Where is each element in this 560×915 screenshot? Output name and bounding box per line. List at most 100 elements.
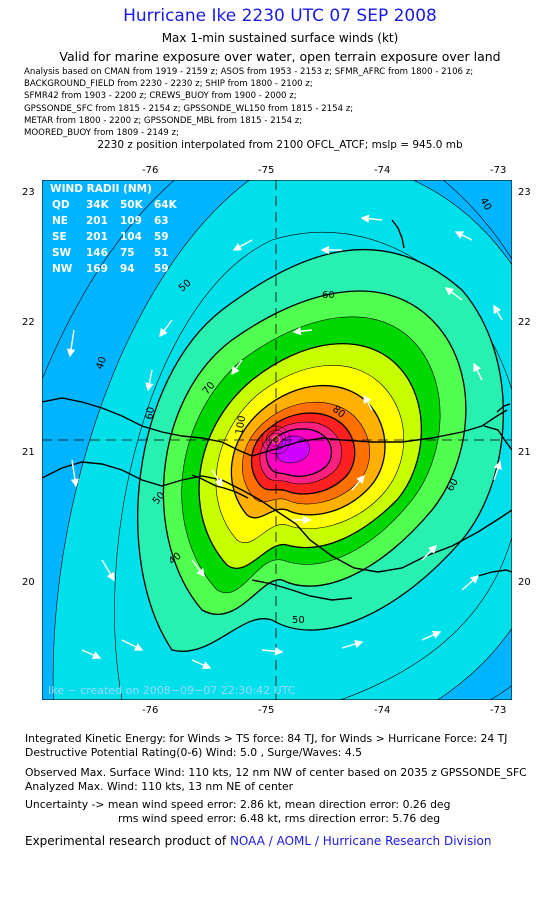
wind-arrow (292, 327, 313, 336)
wind-arrow (351, 474, 365, 491)
radii-cell: 169 (86, 263, 108, 275)
wind-arrow (211, 469, 223, 488)
lat-tick-right: 22 (518, 317, 531, 328)
island-small (496, 403, 511, 413)
wind-arrow (101, 559, 115, 582)
wind-arrow (461, 575, 480, 591)
credit-prefix: Experimental research product of (25, 834, 227, 848)
grid (42, 180, 512, 700)
wind-arrow (421, 631, 442, 641)
analysis-line: SFMR42 from 1903 - 2200 z; CREWS_BUOY fr… (24, 91, 297, 102)
analysis-line: BACKGROUND_FIELD from 2230 - 2230 z; SHI… (24, 79, 313, 90)
wind-radii-table: WIND RADII (NM) QD 34K 50K 64K NE 201 10… (50, 183, 178, 275)
wind-arrow (231, 359, 243, 376)
cuba-south-coast (42, 461, 512, 573)
wind-arrow (70, 459, 80, 488)
observed-max-line: Observed Max. Surface Wind: 110 kts, 12 … (25, 766, 527, 779)
uncertainty-line: Uncertainty -> mean wind speed error: 2.… (25, 798, 451, 811)
lon-tick-top: -76 (142, 165, 159, 176)
wind-arrow (473, 362, 483, 381)
jamaica-north (251, 579, 353, 601)
radii-cell: 146 (86, 247, 108, 259)
lat-tick-right: 20 (518, 577, 531, 588)
credit-line: Experimental research product of NOAA / … (25, 834, 492, 848)
dpr-line: Destructive Potential Rating(0-6) Wind: … (25, 746, 363, 759)
ike-line: Integrated Kinetic Energy: for Winds > T… (25, 732, 508, 745)
lat-tick-left: 23 (22, 187, 35, 198)
wind-arrow (261, 647, 284, 656)
wind-arrow (493, 304, 503, 321)
lon-tick-top: -73 (490, 165, 507, 176)
lat-tick-left: 22 (22, 317, 35, 328)
analysis-line: GPSSONDE_SFC from 1815 - 2154 z; GPSSOND… (24, 103, 354, 114)
radii-title: WIND RADII (NM) (50, 183, 152, 195)
hrd-link[interactable]: NOAA / AOML / Hurricane Research Divisio… (229, 834, 492, 848)
cuba-north-coast (42, 397, 508, 457)
bahamas-edge (391, 219, 405, 249)
contour-label: 60 (322, 290, 335, 301)
contour-label: 50 (292, 615, 305, 626)
uncertainty-rms-line: rms wind speed error: 6.48 kt, rms direc… (118, 812, 441, 825)
contour-label: 100 (234, 415, 248, 436)
island-right (477, 569, 512, 577)
radii-cell: 104 (120, 231, 142, 243)
creation-stamp: Ike − created on 2008−09−07 22:30:42 UTC (48, 684, 296, 697)
contour-110 (276, 435, 310, 464)
analyzed-max-line: Analyzed Max. Wind: 110 kts, 13 nm NE of… (25, 780, 294, 793)
radii-cell: 63 (154, 215, 169, 227)
wind-arrow (145, 369, 154, 392)
lon-tick-bottom: -74 (374, 705, 391, 716)
wind-arrow (363, 394, 373, 411)
wind-arrow (191, 559, 205, 578)
radii-cell: 201 (86, 215, 108, 227)
wind-arrow (66, 329, 76, 358)
wind-arrow (454, 231, 473, 241)
lat-tick-right: 23 (518, 187, 531, 198)
map-subtitle: Max 1-min sustained surface winds (kt) (161, 31, 399, 45)
lon-tick-top: -75 (258, 165, 275, 176)
radii-header: 34K (86, 199, 110, 211)
radii-cell: 59 (154, 263, 169, 275)
radii-cell: 201 (86, 231, 108, 243)
analysis-line: Analysis based on CMAN from 1919 - 2159 … (24, 67, 474, 77)
wind-arrow (232, 239, 253, 251)
wind-arrow (493, 460, 502, 481)
cuba-east-coast (483, 425, 512, 451)
radii-cell: 59 (154, 231, 169, 243)
radii-cell: 75 (120, 247, 135, 259)
radii-cell: SE (52, 231, 67, 243)
radii-cell: 51 (154, 247, 169, 259)
analysis-line: METAR from 1800 - 2200 z; GPSSONDE_MBL f… (24, 115, 303, 126)
lon-tick-bottom: -75 (258, 705, 275, 716)
wind-vectors (66, 214, 503, 669)
radii-header: 64K (154, 199, 178, 211)
wind-arrow (360, 214, 383, 223)
position-note: 2230 z position interpolated from 2100 O… (97, 139, 463, 151)
wind-arrow (159, 319, 173, 338)
lat-tick-left: 20 (22, 577, 35, 588)
validity-note: Valid for marine exposure over water, op… (59, 49, 501, 64)
wind-arrow (191, 659, 212, 669)
radii-cell: NE (52, 215, 68, 227)
wind-arrow (121, 639, 144, 651)
radii-header: 50K (120, 199, 144, 211)
radii-cell: SW (52, 247, 72, 259)
wind-arrow (444, 287, 463, 301)
map-title: Hurricane Ike 2230 UTC 07 SEP 2008 (123, 6, 437, 26)
contour-label: 40 (94, 355, 109, 371)
lon-tick-bottom: -76 (142, 705, 159, 716)
lon-tick-top: -74 (374, 165, 391, 176)
wind-arrow (421, 545, 437, 561)
wind-field-map: 40 40 40 50 50 50 60 60 60 70 80 100 (42, 180, 512, 700)
analysis-line: MOORED_BUOY from 1809 - 2149 z; (24, 128, 179, 139)
analysis-sources: Analysis based on CMAN from 1919 - 2159 … (24, 66, 473, 139)
wind-arrow (81, 649, 102, 659)
lon-tick-bottom: -73 (490, 705, 507, 716)
lat-tick-right: 21 (518, 447, 531, 458)
contour-label: 60 (144, 406, 157, 420)
lat-tick-left: 21 (22, 447, 35, 458)
radii-cell: NW (52, 263, 73, 275)
radii-cell: 94 (120, 263, 135, 275)
wind-arrow (341, 639, 364, 649)
radii-header: QD (52, 199, 70, 211)
